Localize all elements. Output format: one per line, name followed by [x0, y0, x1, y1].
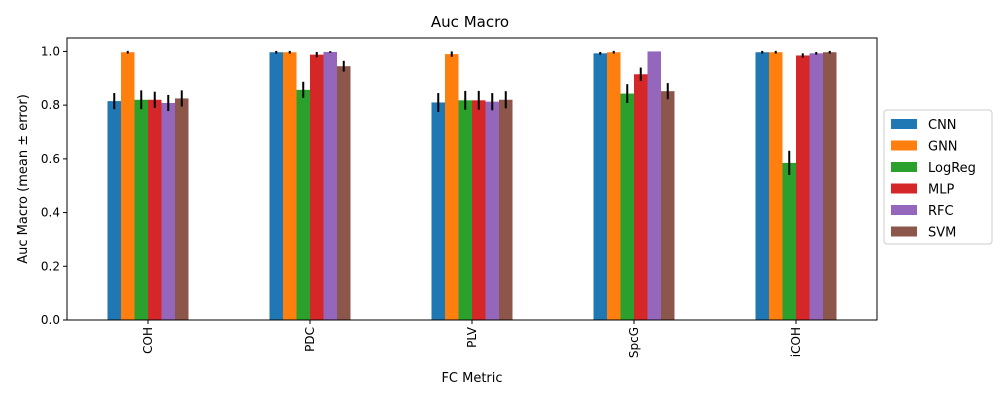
legend-swatch-mlp	[891, 183, 917, 194]
x-tick-label: iCOH	[789, 327, 803, 357]
legend-label-svm: SVM	[928, 226, 956, 241]
y-tick-label: 0.4	[41, 206, 60, 220]
bar-svm-spcg	[661, 91, 675, 321]
bar-logreg-icoh	[782, 162, 796, 320]
bar-logreg-spcg	[620, 93, 634, 320]
y-tick-label: 0.0	[41, 313, 60, 327]
x-tick-label: SpcG	[627, 327, 641, 358]
legend-swatch-rfc	[891, 205, 917, 215]
x-axis-title: FC Metric	[441, 371, 502, 386]
bar-mlp-coh	[148, 99, 162, 321]
bar-cnn-icoh	[755, 52, 769, 320]
bar-cnn-spcg	[593, 53, 607, 321]
bar-gnn-plv	[445, 54, 459, 321]
legend-label-logreg: LogReg	[928, 161, 976, 176]
bar-svm-pdc	[337, 66, 351, 320]
bars-layer	[107, 51, 837, 321]
bar-rfc-plv	[485, 101, 499, 321]
bar-mlp-spcg	[634, 74, 648, 320]
bar-rfc-icoh	[809, 53, 823, 321]
bar-gnn-spcg	[607, 52, 621, 320]
bar-rfc-coh	[161, 102, 175, 321]
y-tick-label: 0.8	[41, 98, 60, 112]
legend-label-cnn: CNN	[928, 118, 957, 133]
bar-rfc-spcg	[647, 51, 661, 321]
legend-label-mlp: MLP	[928, 183, 954, 198]
y-axis: 0.0 0.2 0.4 0.6 0.8 1.0	[41, 44, 67, 327]
bar-svm-plv	[499, 99, 513, 321]
bar-cnn-coh	[107, 101, 121, 320]
x-tick-label: COH	[141, 327, 155, 354]
bar-svm-icoh	[823, 52, 837, 320]
bar-rfc-pdc	[323, 51, 337, 320]
bar-svm-coh	[175, 98, 189, 321]
bar-mlp-icoh	[796, 55, 810, 321]
y-tick-label: 0.2	[41, 259, 60, 273]
x-tick-label: PDC	[303, 327, 317, 352]
legend-swatch-gnn	[891, 140, 917, 151]
bar-gnn-icoh	[769, 52, 783, 320]
legend-swatch-cnn	[891, 119, 917, 129]
chart-title: Auc Macro	[431, 13, 509, 31]
bar-gnn-coh	[121, 52, 135, 320]
y-tick-label: 1.0	[41, 44, 60, 58]
bar-mlp-pdc	[310, 54, 324, 321]
bar-logreg-coh	[134, 99, 148, 321]
legend-swatch-svm	[891, 226, 917, 237]
bar-cnn-plv	[431, 102, 445, 321]
bar-logreg-plv	[458, 100, 472, 320]
legend: CNN GNN LogReg MLP RFC SVM	[883, 109, 993, 245]
bar-gnn-pdc	[283, 52, 297, 320]
x-axis: COH PDC PLV SpcG iCOH	[141, 320, 803, 358]
legend-label-rfc: RFC	[928, 204, 954, 219]
y-axis-title: Auc Macro (mean ± error)	[16, 94, 31, 264]
legend-label-gnn: GNN	[928, 140, 958, 155]
x-tick-label: PLV	[465, 326, 479, 348]
bar-logreg-pdc	[296, 89, 310, 320]
y-tick-label: 0.6	[41, 152, 60, 166]
bar-cnn-pdc	[269, 52, 283, 320]
legend-swatch-logreg	[891, 162, 917, 172]
error-bars-layer	[113, 50, 831, 175]
bar-mlp-plv	[472, 100, 486, 320]
